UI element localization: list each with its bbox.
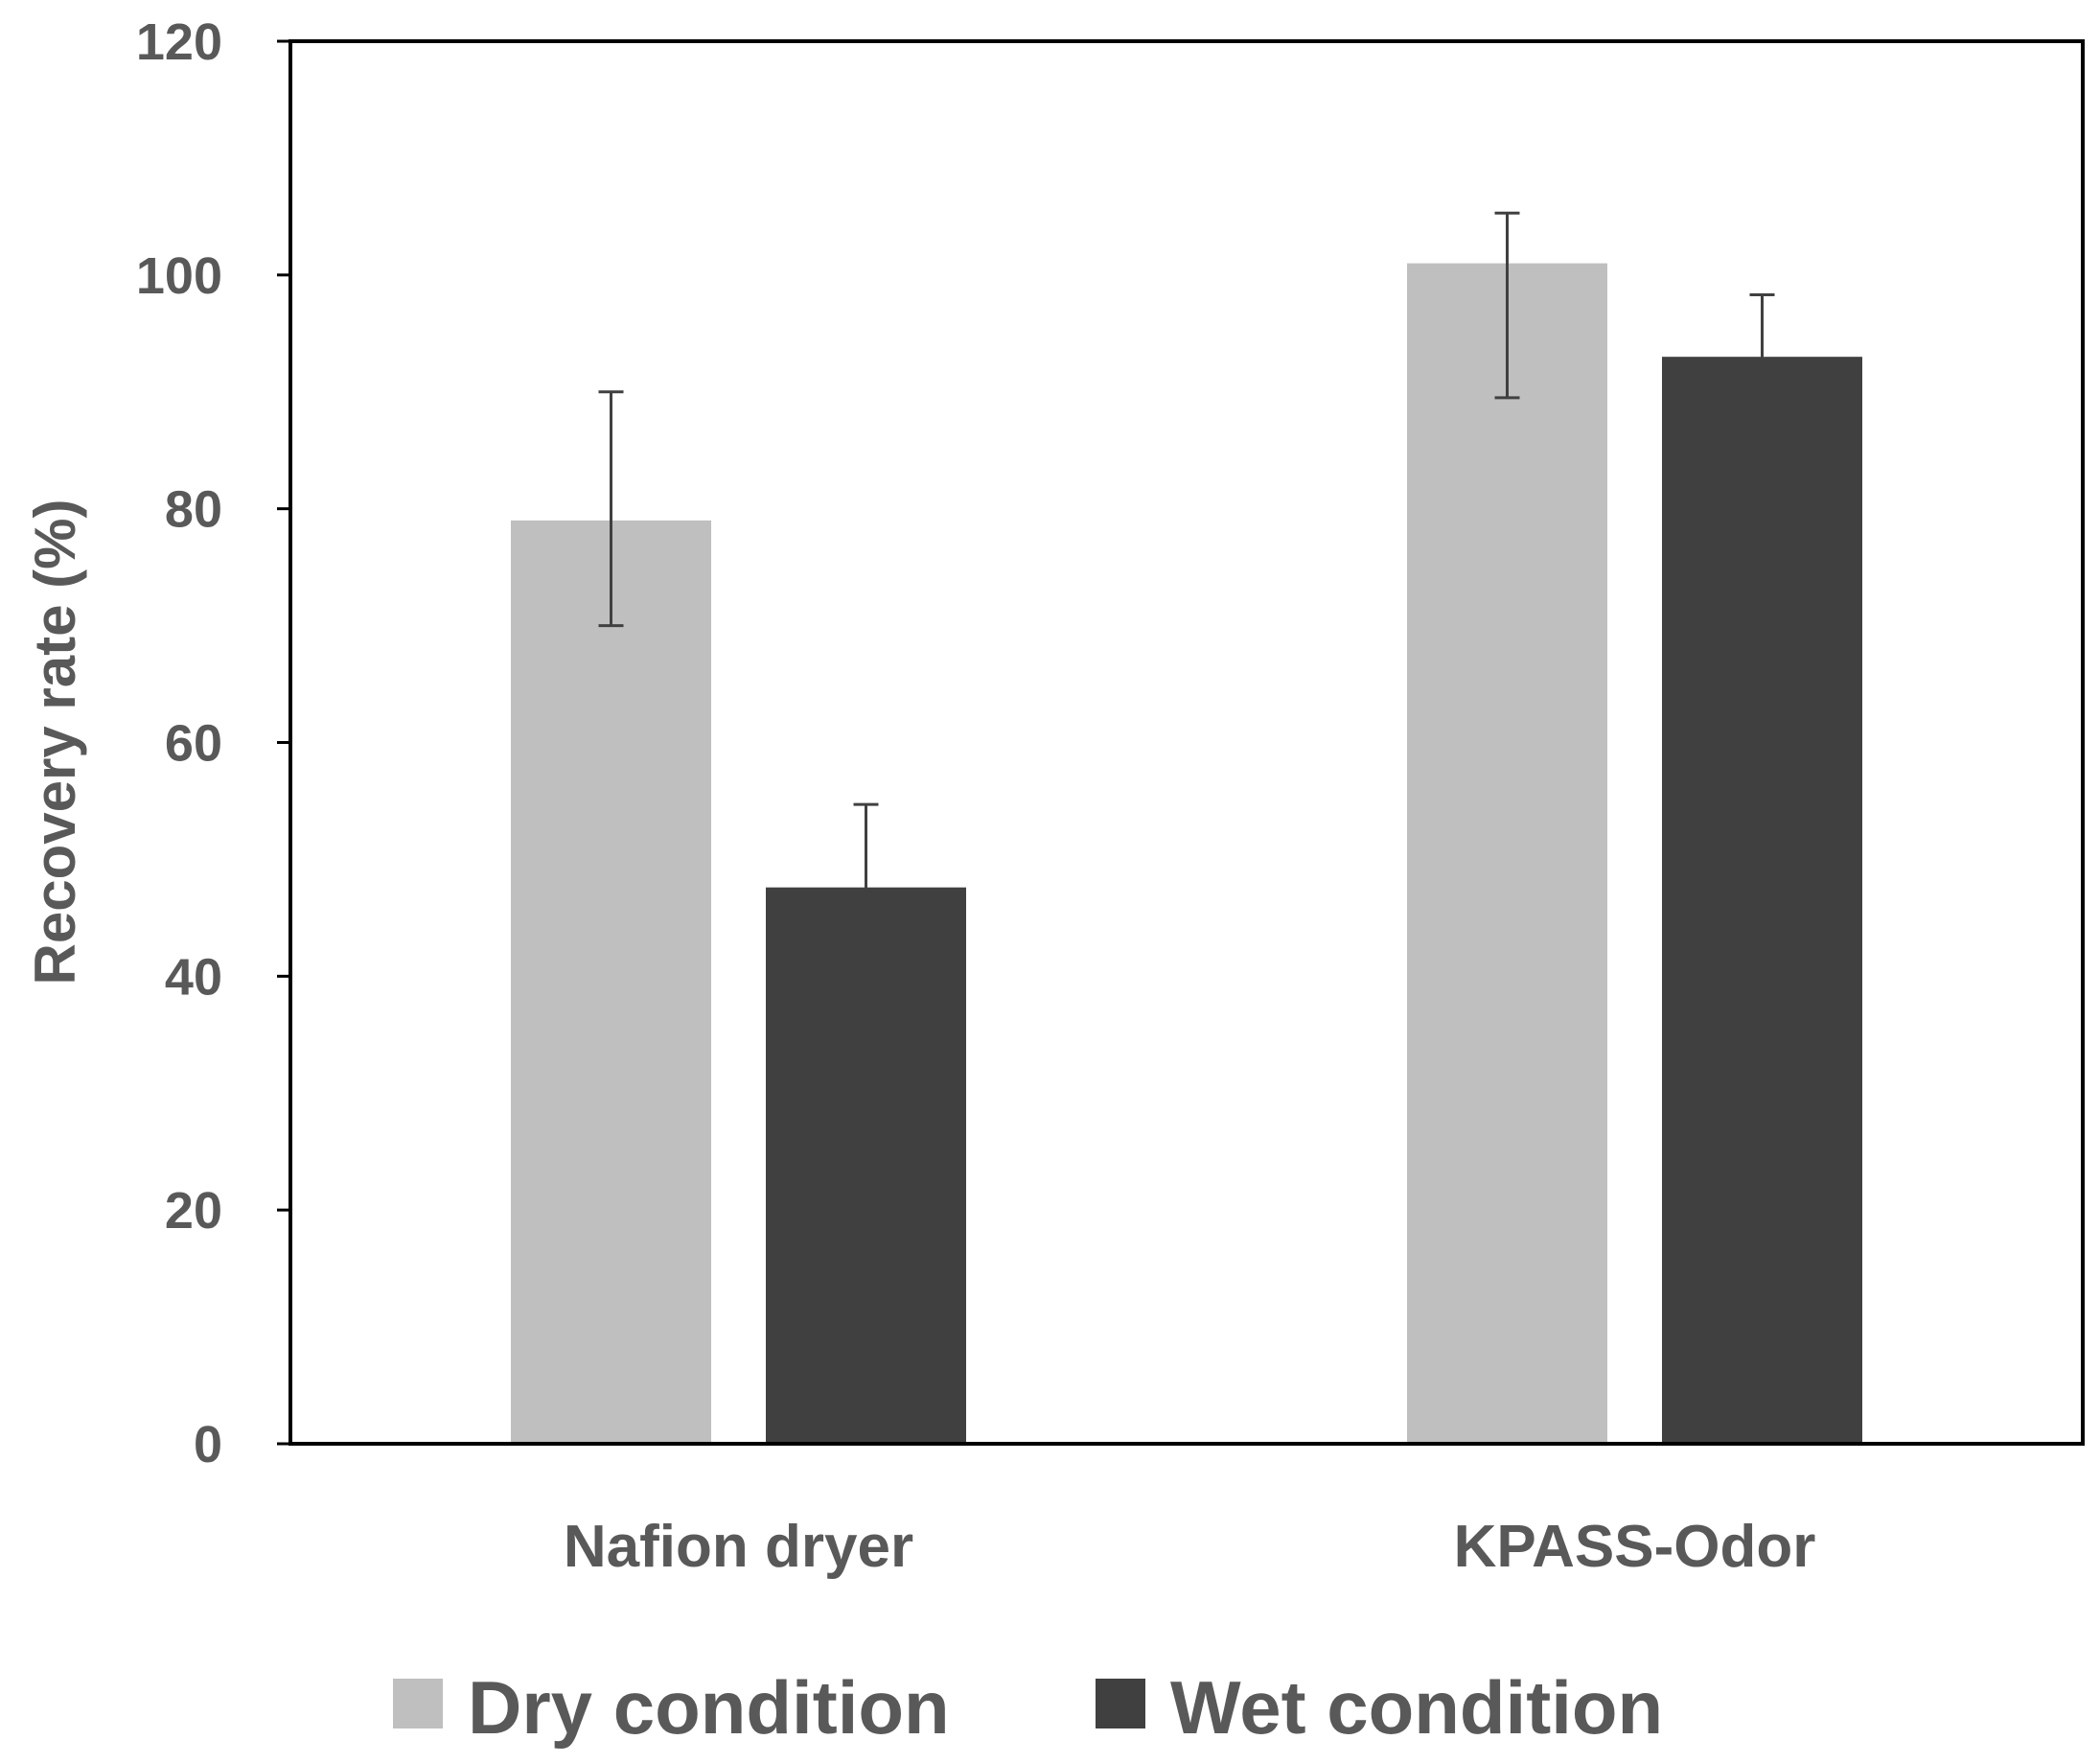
y-tick-label: 100 (136, 247, 222, 305)
legend-label-dry: Dry condition (468, 1665, 950, 1750)
y-axis-ticks: 0 20 40 60 80 100 120 (136, 13, 290, 1473)
legend: Dry condition Wet condition (393, 1665, 1663, 1750)
plot-frame (288, 39, 2085, 1446)
y-tick-label: 80 (165, 481, 222, 539)
y-axis-label: Recovery rate (%) (23, 499, 87, 986)
category-label-1: Nafion dryer (564, 1514, 913, 1580)
y-tick-label: 0 (194, 1416, 222, 1473)
legend-swatch-wet (1096, 1679, 1145, 1728)
bar-dry-1 (511, 520, 711, 1444)
bar-dry-2 (1407, 263, 1607, 1445)
category-label-2: KPASS-Odor (1454, 1514, 1816, 1580)
bars (511, 263, 1862, 1445)
error-bars (598, 211, 1775, 975)
bar-wet-2 (1662, 357, 1862, 1444)
y-tick-label: 40 (165, 948, 222, 1006)
y-tick-label: 60 (165, 715, 222, 773)
y-tick-label: 20 (165, 1182, 222, 1240)
legend-label-wet: Wet condition (1170, 1665, 1663, 1750)
legend-swatch-dry (393, 1679, 443, 1728)
y-tick-label: 120 (136, 13, 222, 71)
bar-wet-1 (766, 887, 966, 1444)
category-labels: Nafion dryer KPASS-Odor (564, 1514, 1815, 1580)
